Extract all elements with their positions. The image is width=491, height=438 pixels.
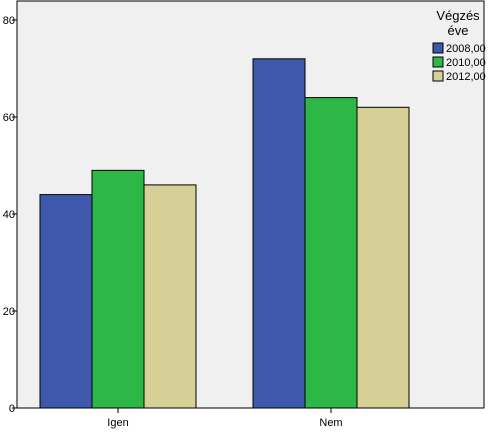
y-tick-label: 60 <box>3 112 15 124</box>
y-tick-label: 40 <box>3 209 15 221</box>
bar-nem-series-0 <box>252 58 306 409</box>
legend-label: 2012,00 <box>446 71 486 83</box>
legend-title-line2: éve <box>448 23 469 38</box>
bar-nem-series-2 <box>356 106 410 409</box>
y-axis: 0 20 40 60 80 <box>3 15 17 415</box>
legend-label: 2010,00 <box>446 57 486 69</box>
x-tick-label: Nem <box>319 417 342 429</box>
x-tick-label: Igen <box>107 417 128 429</box>
legend-swatch <box>432 42 444 54</box>
legend-swatch <box>432 70 444 82</box>
y-tick-label: 0 <box>9 403 15 415</box>
bar-igen-series-1 <box>91 169 145 409</box>
legend-title-line1: Végzés <box>436 8 480 23</box>
y-tick-label: 20 <box>3 306 15 318</box>
y-tick-label: 80 <box>3 15 15 27</box>
bar-igen-series-0 <box>39 194 93 409</box>
bars <box>39 58 410 409</box>
legend: Végzés éve 2008,00 2010,00 2012,00 <box>432 8 486 83</box>
legend-label: 2008,00 <box>446 43 486 55</box>
legend-swatch <box>432 56 444 68</box>
bar-igen-series-2 <box>143 184 197 409</box>
x-axis: Igen Nem <box>107 408 343 429</box>
bar-nem-series-1 <box>304 97 358 409</box>
